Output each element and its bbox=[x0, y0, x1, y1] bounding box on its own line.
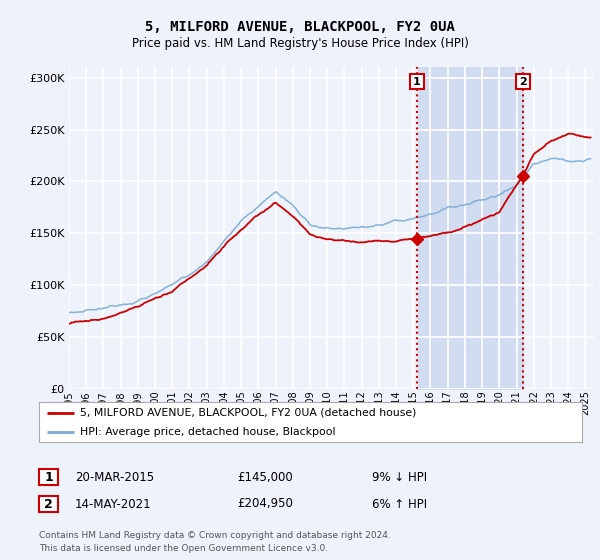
Text: 2: 2 bbox=[519, 77, 527, 87]
Text: £145,000: £145,000 bbox=[237, 470, 293, 484]
Text: Contains HM Land Registry data © Crown copyright and database right 2024.
This d: Contains HM Land Registry data © Crown c… bbox=[39, 531, 391, 553]
Text: £204,950: £204,950 bbox=[237, 497, 293, 511]
Text: 2: 2 bbox=[44, 497, 53, 511]
Text: 20-MAR-2015: 20-MAR-2015 bbox=[75, 470, 154, 484]
Text: 5, MILFORD AVENUE, BLACKPOOL, FY2 0UA: 5, MILFORD AVENUE, BLACKPOOL, FY2 0UA bbox=[145, 20, 455, 34]
Text: 1: 1 bbox=[413, 77, 421, 87]
Text: Price paid vs. HM Land Registry's House Price Index (HPI): Price paid vs. HM Land Registry's House … bbox=[131, 36, 469, 50]
Text: 9% ↓ HPI: 9% ↓ HPI bbox=[372, 470, 427, 484]
Text: 14-MAY-2021: 14-MAY-2021 bbox=[75, 497, 152, 511]
Text: HPI: Average price, detached house, Blackpool: HPI: Average price, detached house, Blac… bbox=[80, 427, 335, 436]
Text: 1: 1 bbox=[44, 470, 53, 484]
Text: 6% ↑ HPI: 6% ↑ HPI bbox=[372, 497, 427, 511]
Text: 5, MILFORD AVENUE, BLACKPOOL, FY2 0UA (detached house): 5, MILFORD AVENUE, BLACKPOOL, FY2 0UA (d… bbox=[80, 408, 416, 418]
